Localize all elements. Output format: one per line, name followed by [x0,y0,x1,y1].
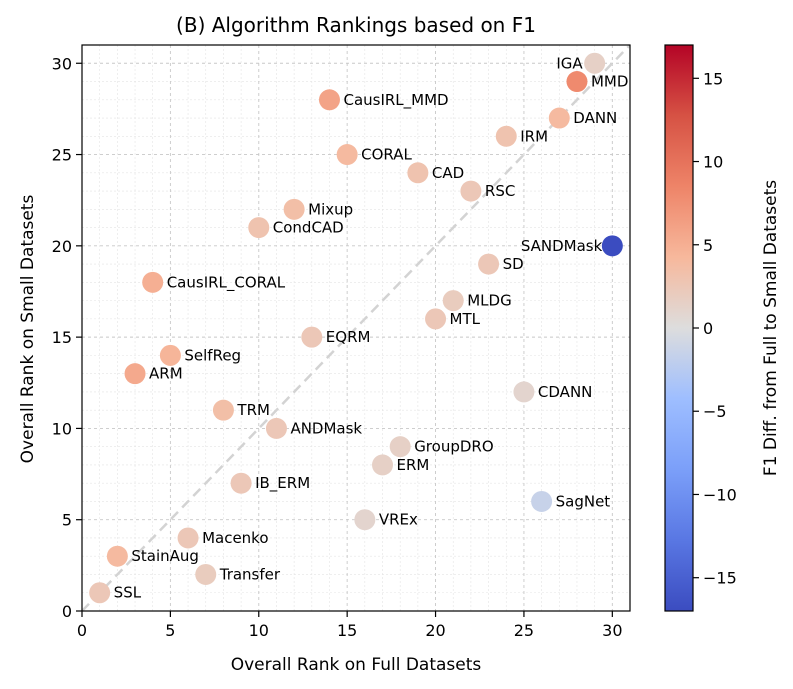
x-tick-label: 10 [249,621,269,640]
point-labels: IGA MMD DANN IRM CausIRL_MMD CORAL CAD RSC Mixup… [114,54,629,601]
y-tick-label: 30 [52,54,72,73]
x-tick-label: 0 [77,621,87,640]
point-rsc [460,180,482,202]
data-points [89,52,623,604]
point-label-andmask: ANDMask [290,419,362,437]
point-label-trm: TRM [236,401,270,419]
x-tick-label: 20 [425,621,445,640]
colorbar-label: F1 Diff. from Full to Small Datasets [761,180,781,476]
point-transfer [195,563,217,585]
point-ssl [89,582,111,604]
point-label-cdann: CDANN [538,383,592,401]
point-label-ib_erm: IB_ERM [255,474,310,493]
point-label-sandmask: SANDMask [521,237,603,255]
colorbar: −15 −10 −5 0 5 10 15 F1 Diff. from Full to Sma… [664,44,781,612]
point-irm [495,125,517,147]
colorbar-tick-label: 0 [703,319,713,338]
point-label-dann: DANN [573,109,617,127]
point-label-mixup: Mixup [308,200,353,218]
point-coral [336,144,358,166]
y-axis-ticks: 0 5 10 15 20 25 30 [52,54,82,621]
point-iga [584,52,606,74]
point-label-condcad: CondCAD [273,219,344,237]
point-vrex [354,509,376,531]
point-sandmask [601,235,623,257]
colorbar-ticks: −15 −10 −5 0 5 10 15 [693,69,737,588]
colorbar-tick-label: 15 [703,69,723,88]
x-tick-label: 25 [514,621,534,640]
point-dann [548,107,570,129]
y-tick-label: 15 [52,328,72,347]
colorbar-tick-label: 10 [703,153,723,172]
point-label-groupdro: GroupDRO [414,438,493,456]
point-cad [407,162,429,184]
point-label-iga: IGA [556,54,583,72]
point-mldg [442,290,464,312]
reference-diagonal-line [81,44,631,612]
x-tick-label: 15 [337,621,357,640]
point-selfreg [159,344,181,366]
point-sagnet [531,490,553,512]
point-label-macenko: Macenko [202,529,268,547]
point-causirl_coral [142,271,164,293]
point-label-vrex: VREx [379,511,418,529]
colorbar-tick-label: −5 [703,402,727,421]
point-cdann [513,381,535,403]
point-label-cad: CAD [432,164,464,182]
point-label-causirl_coral: CausIRL_CORAL [167,273,286,292]
point-label-arm: ARM [149,365,183,383]
chart-title: (B) Algorithm Rankings based on F1 [176,13,536,37]
point-label-selfreg: SelfReg [184,346,241,364]
x-tick-label: 30 [602,621,622,640]
plot-area: IGA MMD DANN IRM CausIRL_MMD CORAL CAD RSC Mixup… [52,44,631,640]
point-condcad [248,217,270,239]
point-label-mldg: MLDG [467,292,511,310]
point-stainaug [106,545,128,567]
point-groupdro [389,436,411,458]
point-causirl_mmd [318,89,340,111]
point-label-mtl: MTL [450,310,481,328]
y-tick-label: 20 [52,237,72,256]
point-arm [124,363,146,385]
colorbar-tick-label: −10 [703,485,737,504]
point-andmask [265,417,287,439]
y-axis-label: Overall Rank on Small Datasets [18,195,38,464]
point-sd [478,253,500,275]
point-label-sd: SD [503,255,524,273]
colorbar-tick-label: −15 [703,569,737,588]
point-label-ssl: SSL [114,584,142,602]
point-label-transfer: Transfer [219,565,281,583]
x-axis-label: Overall Rank on Full Datasets [231,655,482,675]
y-tick-label: 25 [52,146,72,165]
point-label-sagnet: SagNet [556,492,611,510]
point-label-rsc: RSC [485,182,515,200]
point-label-mmd: MMD [591,73,628,91]
point-label-causirl_mmd: CausIRL_MMD [343,91,448,110]
point-ib_erm [230,472,252,494]
point-trm [212,399,234,421]
point-label-irm: IRM [520,127,548,145]
point-mtl [425,308,447,330]
minor-grid [82,45,630,611]
point-mmd [566,71,588,93]
point-mixup [283,198,305,220]
point-label-coral: CORAL [361,146,412,164]
x-tick-label: 5 [165,621,175,640]
y-tick-label: 0 [62,602,72,621]
x-axis-ticks: 0 5 10 15 20 25 30 [77,611,623,640]
point-erm [372,454,394,476]
y-tick-label: 10 [52,419,72,438]
plot-frame [81,44,631,612]
colorbar-tick-label: 5 [703,236,713,255]
point-label-erm: ERM [397,456,430,474]
point-eqrm [301,326,323,348]
point-label-stainaug: StainAug [131,547,199,565]
colorbar-gradient [664,44,694,612]
point-macenko [177,527,199,549]
y-tick-label: 5 [62,511,72,530]
point-label-eqrm: EQRM [326,328,371,346]
